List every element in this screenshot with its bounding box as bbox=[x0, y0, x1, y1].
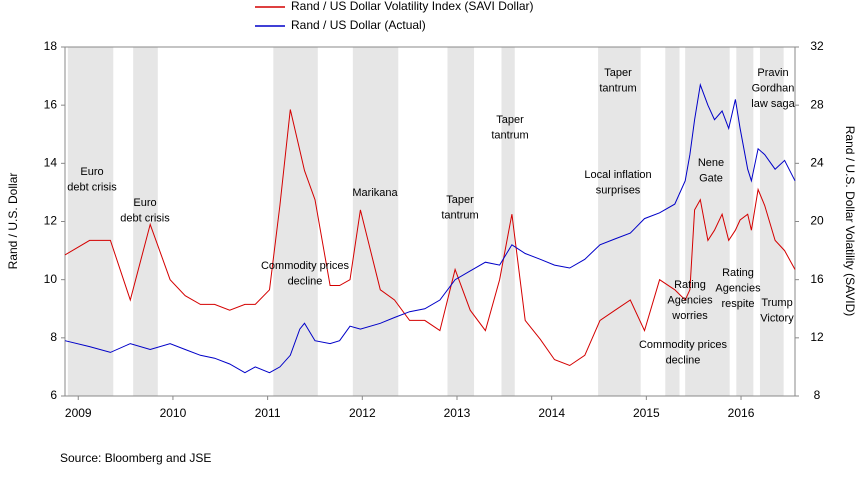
shaded-period bbox=[273, 47, 318, 396]
annotation: decline bbox=[666, 354, 701, 366]
shaded-period bbox=[736, 47, 754, 396]
annotation: Commodity prices bbox=[639, 339, 728, 351]
shaded-period bbox=[501, 47, 515, 396]
annotation: Local inflation bbox=[584, 169, 651, 181]
y-tick-label: 10 bbox=[44, 272, 58, 286]
y2-tick-label: 8 bbox=[814, 388, 821, 402]
x-tick-label: 2014 bbox=[538, 406, 565, 420]
annotation: debt crisis bbox=[120, 212, 170, 224]
annotation: Rating bbox=[674, 279, 706, 291]
annotation: Taper bbox=[446, 194, 474, 206]
annotation: Pravin bbox=[757, 67, 788, 79]
annotation: Nene bbox=[698, 157, 724, 169]
annotation: Marikana bbox=[352, 187, 398, 199]
annotation: Gordhan bbox=[752, 82, 795, 94]
legend-label: Rand / US Dollar Volatility Index (SAVI … bbox=[291, 0, 534, 13]
x-tick-label: 2010 bbox=[160, 406, 187, 420]
annotation: worries bbox=[671, 310, 708, 322]
annotation: law saga bbox=[751, 98, 795, 110]
source: Source: Bloomberg and JSE bbox=[60, 451, 211, 465]
y2-tick-label: 12 bbox=[810, 330, 824, 344]
y-axis-label: Rand / U.S. Dollar bbox=[6, 173, 20, 270]
x-tick-label: 2015 bbox=[633, 406, 660, 420]
annotation: Trump bbox=[761, 297, 792, 309]
annotation: tantrum bbox=[441, 209, 478, 221]
shaded-period bbox=[759, 47, 784, 396]
x-tick-label: 2012 bbox=[349, 406, 376, 420]
y2-axis-label: Rand / U.S. Dollar Volatility (SAVID) bbox=[843, 126, 857, 317]
annotation: Victory bbox=[760, 312, 794, 324]
shaded-period bbox=[352, 47, 399, 396]
annotation: tantrum bbox=[599, 82, 636, 94]
y2-tick-label: 16 bbox=[810, 272, 824, 286]
series-line bbox=[64, 82, 796, 374]
shaded-period bbox=[447, 47, 475, 396]
legend-label: Rand / US Dollar (Actual) bbox=[291, 18, 426, 32]
y-tick-label: 14 bbox=[44, 156, 58, 170]
annotation: Taper bbox=[496, 114, 524, 126]
y-tick-label: 18 bbox=[44, 39, 58, 53]
annotation: Agencies bbox=[667, 294, 713, 306]
annotation: Gate bbox=[699, 172, 723, 184]
x-tick-label: 2011 bbox=[255, 406, 281, 420]
series-line bbox=[64, 109, 796, 367]
y-tick-label: 6 bbox=[50, 388, 57, 402]
annotation: debt crisis bbox=[67, 181, 117, 193]
shaded-period bbox=[598, 47, 641, 396]
y2-tick-label: 32 bbox=[810, 39, 824, 53]
y-tick-label: 12 bbox=[44, 214, 58, 228]
shaded-period bbox=[67, 47, 114, 396]
annotation: Euro bbox=[80, 166, 103, 178]
y-tick-label: 16 bbox=[44, 97, 58, 111]
annotation: Agencies bbox=[715, 282, 761, 294]
annotation: tantrum bbox=[491, 129, 528, 141]
shaded-period bbox=[665, 47, 680, 396]
x-tick-label: 2016 bbox=[728, 406, 755, 420]
y2-tick-label: 28 bbox=[810, 97, 824, 111]
annotation: Euro bbox=[133, 197, 156, 209]
annotation: Commodity prices bbox=[261, 260, 350, 272]
x-tick-label: 2013 bbox=[444, 406, 471, 420]
y2-tick-label: 20 bbox=[810, 214, 824, 228]
y2-tick-label: 24 bbox=[810, 156, 824, 170]
annotation: Taper bbox=[604, 67, 632, 79]
shaded-period bbox=[133, 47, 158, 396]
annotation: decline bbox=[288, 275, 323, 287]
x-tick-label: 2009 bbox=[65, 406, 92, 420]
annotation: surprises bbox=[596, 184, 641, 196]
annotation: respite bbox=[721, 298, 754, 310]
y-tick-label: 8 bbox=[50, 330, 57, 344]
annotation: Rating bbox=[722, 267, 754, 279]
